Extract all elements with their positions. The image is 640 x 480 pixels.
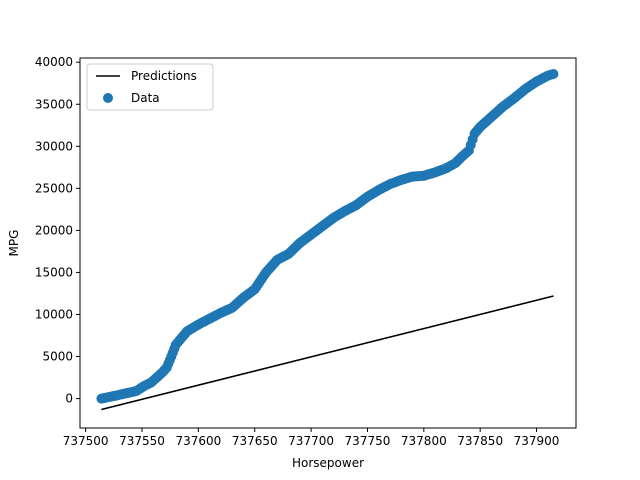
x-tick-label: 737650 xyxy=(232,434,278,448)
data-point xyxy=(548,68,559,79)
legend-data-label: Data xyxy=(131,91,160,105)
y-axis-ticks: 0 5000 10000 15000 20000 25000 30000 35000 40000 xyxy=(35,55,80,406)
y-tick-label: 10000 xyxy=(35,307,73,321)
x-tick-label: 737550 xyxy=(119,434,165,448)
x-axis-ticks: 737500 737550 737600 737650 737700 737750 7378… xyxy=(63,428,560,448)
legend-data-swatch xyxy=(103,93,113,103)
axes-frame xyxy=(79,57,577,429)
y-tick-label: 30000 xyxy=(35,139,73,153)
data-layer xyxy=(96,68,559,411)
y-tick-label: 15000 xyxy=(35,265,73,279)
legend-predictions-label: Predictions xyxy=(131,69,197,83)
x-tick-label: 737900 xyxy=(514,434,560,448)
legend: Predictions Data xyxy=(86,63,214,111)
x-axis-label: Horsepower xyxy=(292,456,364,470)
x-tick-label: 737700 xyxy=(288,434,334,448)
y-tick-label: 20000 xyxy=(35,223,73,237)
y-tick-label: 35000 xyxy=(35,97,73,111)
x-tick-label: 737750 xyxy=(345,434,391,448)
y-tick-label: 25000 xyxy=(35,181,73,195)
x-tick-label: 737850 xyxy=(457,434,503,448)
x-tick-label: 737600 xyxy=(175,434,221,448)
x-tick-label: 737800 xyxy=(401,434,447,448)
x-tick-label: 737500 xyxy=(63,434,109,448)
y-tick-label: 40000 xyxy=(35,55,73,69)
predictions-line xyxy=(101,295,554,411)
y-axis-label: MPG xyxy=(7,230,21,257)
y-tick-label: 5000 xyxy=(42,350,73,364)
y-tick-label: 0 xyxy=(65,392,73,406)
plot-area xyxy=(79,57,577,429)
